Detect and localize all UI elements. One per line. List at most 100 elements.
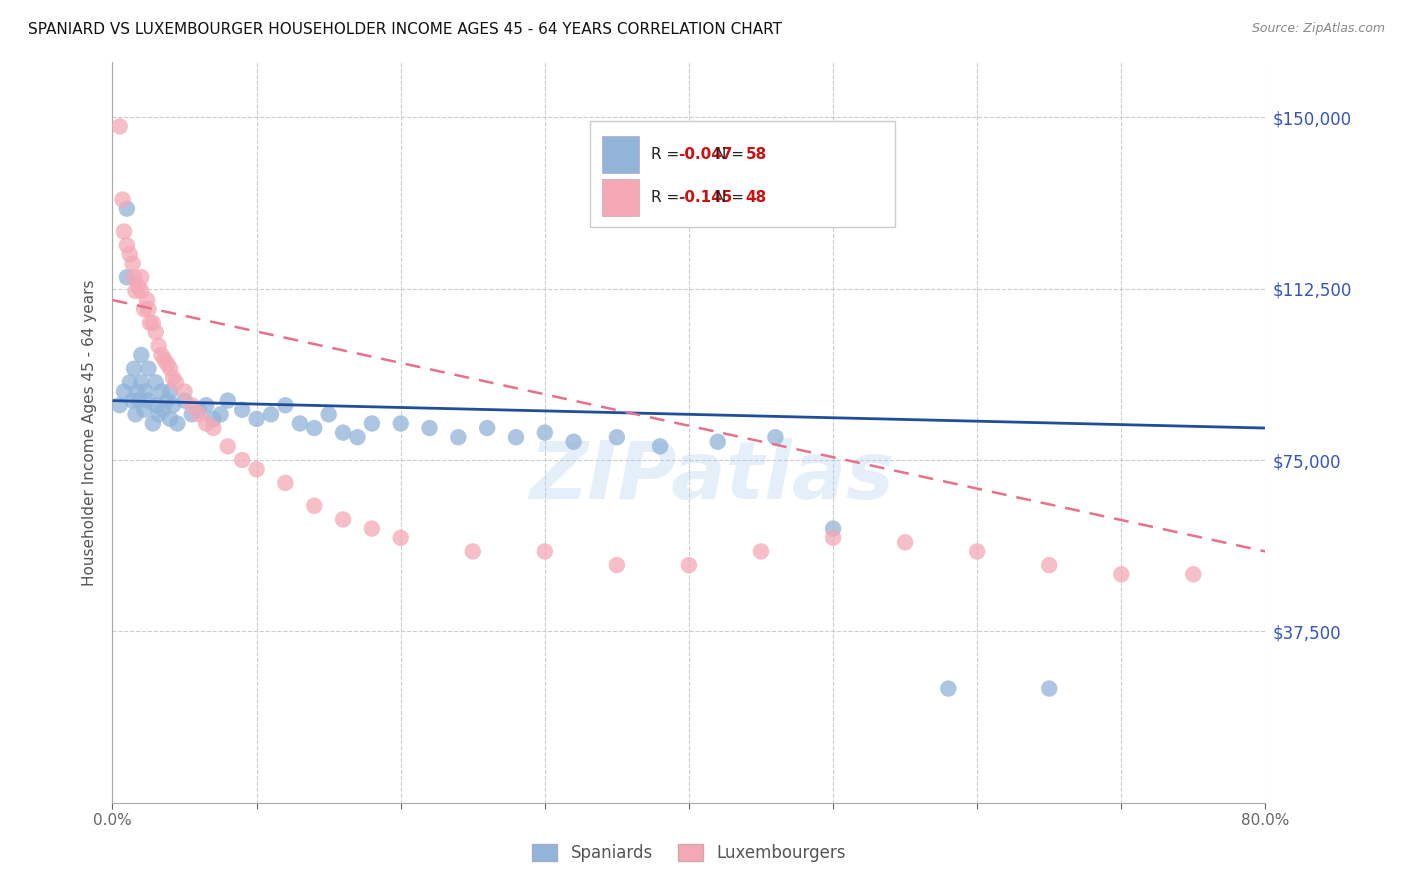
Point <box>1038 558 1060 573</box>
Point <box>150 348 173 362</box>
Point <box>162 398 184 412</box>
Point <box>707 434 730 449</box>
Point <box>127 279 149 293</box>
Text: -0.145: -0.145 <box>678 190 733 205</box>
Point <box>153 352 176 367</box>
Point <box>217 393 239 408</box>
Point <box>288 417 311 431</box>
Text: N =: N = <box>714 190 749 205</box>
Point <box>129 348 153 362</box>
Point <box>217 439 239 453</box>
Point <box>246 412 269 426</box>
Point <box>821 531 844 545</box>
Point <box>129 270 153 285</box>
Point <box>134 302 156 317</box>
Point <box>821 522 844 536</box>
Point <box>180 398 202 412</box>
Point <box>562 434 585 449</box>
Text: SPANIARD VS LUXEMBOURGER HOUSEHOLDER INCOME AGES 45 - 64 YEARS CORRELATION CHART: SPANIARD VS LUXEMBOURGER HOUSEHOLDER INC… <box>28 22 782 37</box>
Point <box>124 284 146 298</box>
Point <box>115 202 138 216</box>
Point <box>505 430 527 444</box>
Point <box>121 256 143 270</box>
Point <box>166 417 188 431</box>
Text: R =: R = <box>651 147 683 162</box>
Point <box>534 544 557 558</box>
Point <box>606 558 628 573</box>
Point <box>111 193 134 207</box>
Text: R =: R = <box>651 190 683 205</box>
Point <box>150 384 173 399</box>
Point <box>195 417 218 431</box>
Point <box>534 425 557 440</box>
Point <box>138 361 160 376</box>
Point <box>156 393 179 408</box>
Point <box>346 430 368 444</box>
Point <box>145 376 167 390</box>
Text: ZIPatlas: ZIPatlas <box>530 438 894 516</box>
Point <box>127 393 149 408</box>
Point <box>129 284 153 298</box>
Point <box>246 462 269 476</box>
Point <box>135 384 157 399</box>
Point <box>188 402 211 417</box>
Point <box>112 225 135 239</box>
Point <box>188 408 211 422</box>
Point <box>148 339 170 353</box>
Point <box>678 558 700 573</box>
Point <box>447 430 470 444</box>
Point <box>274 475 297 490</box>
Point <box>159 384 181 399</box>
Point <box>145 325 167 339</box>
Point <box>1182 567 1205 582</box>
Point <box>125 384 148 399</box>
Point <box>894 535 917 549</box>
Legend: Spaniards, Luxembourgers: Spaniards, Luxembourgers <box>526 837 852 869</box>
Point <box>274 398 297 412</box>
Y-axis label: Householder Income Ages 45 - 64 years: Householder Income Ages 45 - 64 years <box>82 279 97 586</box>
Point <box>606 430 628 444</box>
Point <box>389 531 412 545</box>
Point <box>304 421 326 435</box>
Point <box>136 293 159 307</box>
Point <box>209 408 232 422</box>
Point <box>139 316 162 330</box>
Point <box>138 393 160 408</box>
Point <box>124 408 146 422</box>
Point <box>142 417 165 431</box>
Point <box>122 270 145 285</box>
Point <box>966 544 988 558</box>
Point <box>332 512 354 526</box>
Point <box>165 376 187 390</box>
Point <box>108 398 131 412</box>
Text: N =: N = <box>714 147 749 162</box>
Point <box>360 522 382 536</box>
Point <box>162 371 184 385</box>
Point <box>1038 681 1060 696</box>
Point <box>173 393 195 408</box>
Point <box>231 453 253 467</box>
Point <box>148 408 170 422</box>
Point <box>152 402 174 417</box>
Point <box>108 120 131 134</box>
Point <box>159 412 181 426</box>
Point <box>159 361 181 376</box>
Point <box>749 544 772 558</box>
Point <box>142 316 165 330</box>
Point <box>360 417 382 431</box>
Point <box>121 393 143 408</box>
Point <box>419 421 441 435</box>
Point <box>389 417 412 431</box>
Point <box>1111 567 1133 582</box>
Point <box>115 238 138 252</box>
Point <box>202 421 225 435</box>
Point <box>138 302 160 317</box>
Point <box>195 398 218 412</box>
Point <box>156 357 179 371</box>
Point <box>765 430 787 444</box>
Point <box>118 376 141 390</box>
Point <box>115 270 138 285</box>
Point <box>112 384 135 399</box>
Text: Source: ZipAtlas.com: Source: ZipAtlas.com <box>1251 22 1385 36</box>
Point <box>936 681 959 696</box>
